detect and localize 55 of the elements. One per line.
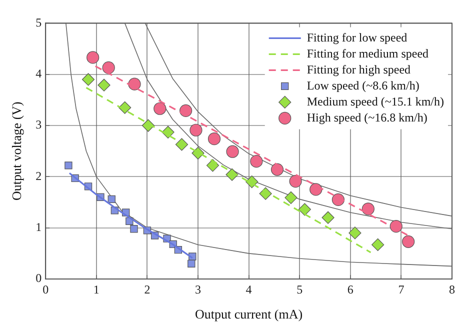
x-axis-title: Output current (mA) — [195, 306, 303, 322]
point — [226, 145, 239, 158]
x-tick-label: 5 — [296, 282, 303, 296]
legend-label: Fitting for low speed — [306, 30, 408, 44]
x-tick-label: 7 — [398, 282, 404, 296]
point — [192, 146, 204, 160]
point — [372, 238, 384, 252]
point — [102, 61, 115, 74]
y-tick-label: 2 — [36, 168, 42, 183]
point — [332, 193, 345, 206]
legend-label: High speed (~16.8 km/h) — [306, 110, 428, 124]
point — [208, 132, 221, 146]
point — [206, 159, 220, 172]
point — [86, 51, 100, 64]
point — [108, 195, 116, 204]
point — [180, 104, 192, 117]
y-tick-label: 0 — [36, 271, 42, 286]
point — [246, 175, 258, 188]
point — [310, 183, 322, 196]
point — [284, 191, 298, 204]
point — [190, 124, 202, 136]
y-tick-label: 3 — [36, 118, 42, 132]
point — [322, 211, 334, 224]
point — [128, 78, 141, 90]
point — [142, 119, 155, 132]
x-tick-label: 4 — [246, 282, 252, 296]
legend-label: Fitting for high speed — [306, 62, 411, 76]
point — [162, 126, 174, 138]
legend-label: Low speed (~8.6 km/h) — [306, 78, 420, 92]
legend-label: Fitting for medium speed — [306, 46, 429, 60]
x-tick-label: 6 — [347, 282, 354, 296]
point — [98, 78, 110, 92]
point — [130, 225, 138, 233]
point — [390, 220, 402, 233]
point — [188, 260, 196, 268]
point — [82, 73, 95, 86]
point — [64, 162, 72, 170]
point — [118, 101, 132, 114]
y-tick-label: 4 — [36, 66, 42, 81]
point — [154, 102, 166, 115]
x-tick-label: 3 — [195, 282, 201, 296]
point — [270, 163, 284, 176]
x-tick-label: 2 — [144, 282, 150, 296]
point — [298, 203, 311, 216]
y-tick-label: 5 — [36, 15, 42, 30]
point — [348, 226, 362, 240]
point — [250, 155, 263, 168]
x-tick-label: 1 — [93, 282, 100, 296]
point — [402, 235, 415, 248]
x-tick-label: 8 — [449, 282, 455, 296]
point — [362, 202, 374, 216]
y-axis-title: Output voltage (V) — [9, 102, 24, 201]
y-tick-label: 1 — [36, 220, 42, 234]
point — [289, 174, 302, 188]
legend-label: Medium speed (~15.1 km/h) — [306, 94, 444, 108]
